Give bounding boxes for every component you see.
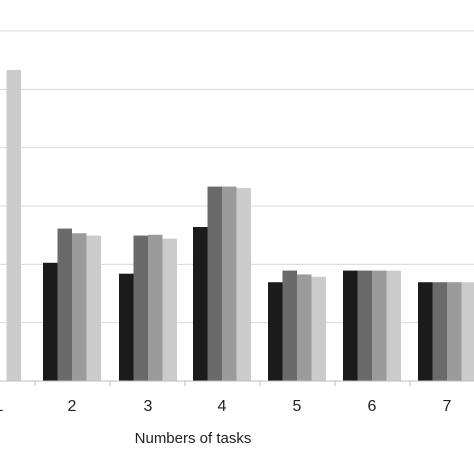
bar: [372, 270, 387, 381]
x-tick-label: 7: [443, 398, 452, 415]
x-tick-label: 6: [368, 398, 377, 415]
bar: [86, 235, 101, 381]
bar: [57, 228, 72, 381]
bar: [222, 186, 237, 381]
bar: [282, 270, 297, 381]
bar: [343, 270, 358, 381]
bar: [43, 262, 58, 381]
bar: [311, 276, 326, 381]
bar: [236, 188, 251, 381]
bar: [357, 270, 372, 381]
bar: [418, 282, 433, 381]
bar: [447, 282, 462, 381]
bar: [162, 238, 177, 381]
bar: [6, 69, 21, 382]
bar: [72, 233, 87, 381]
bar: [207, 186, 222, 381]
bar: [133, 235, 148, 381]
bar: [386, 270, 401, 381]
x-axis-title: Numbers of tasks: [135, 430, 252, 447]
bar: [461, 282, 474, 381]
x-tick-label: 5: [293, 398, 302, 415]
bar: [119, 273, 134, 381]
x-tick-label: 4: [218, 398, 227, 415]
x-ticks: [34, 381, 411, 386]
x-tick-label: 1: [0, 398, 4, 415]
bar: [193, 227, 208, 381]
bar: [297, 274, 312, 381]
bar: [432, 282, 447, 381]
bars: [6, 69, 474, 382]
bar: [148, 234, 163, 381]
x-tick-label: 2: [68, 398, 77, 415]
bar: [268, 282, 283, 381]
x-tick-label: 3: [144, 398, 153, 415]
x-tick-labels: 1 2 3 4 5 6 7: [0, 398, 452, 415]
